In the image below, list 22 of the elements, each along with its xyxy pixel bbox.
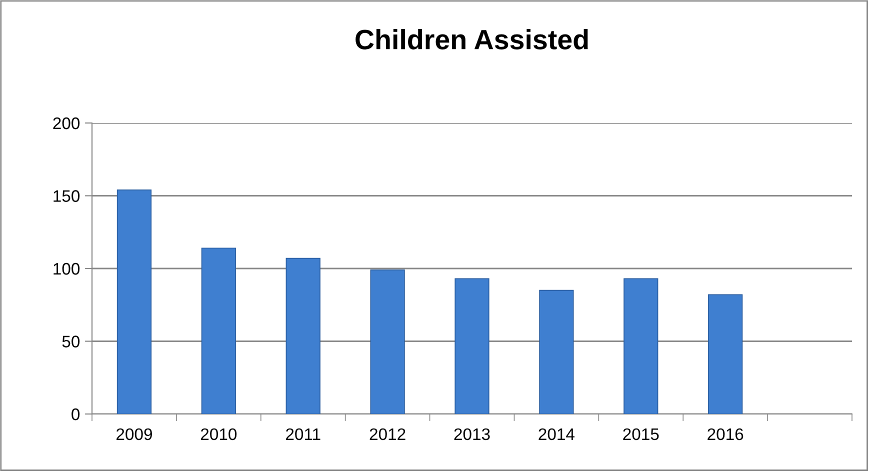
bar [624,278,658,414]
x-tick-label: 2016 [708,428,744,440]
y-tick-label: 150 [54,190,80,202]
bar [539,290,574,414]
bar [286,258,320,414]
x-tick-label: 2015 [623,428,659,440]
bar [201,248,236,414]
y-tick-label: 200 [53,117,80,130]
y-tick-label: 100 [54,262,80,275]
x-tick-label: 2010 [200,428,237,440]
x-tick-label: 2009 [116,428,152,440]
bar [708,294,743,414]
y-tick-label: 0 [72,408,80,420]
y-tick-label: 50 [62,336,80,348]
x-tick-label: 2012 [370,428,406,440]
x-tick-label: 2014 [538,428,574,440]
x-tick-label: 2011 [286,428,320,440]
bar [454,278,490,414]
x-tick-label: 2013 [454,428,490,440]
chart-title: Children Assisted [356,29,588,50]
bar [116,190,152,414]
bar [370,270,405,414]
